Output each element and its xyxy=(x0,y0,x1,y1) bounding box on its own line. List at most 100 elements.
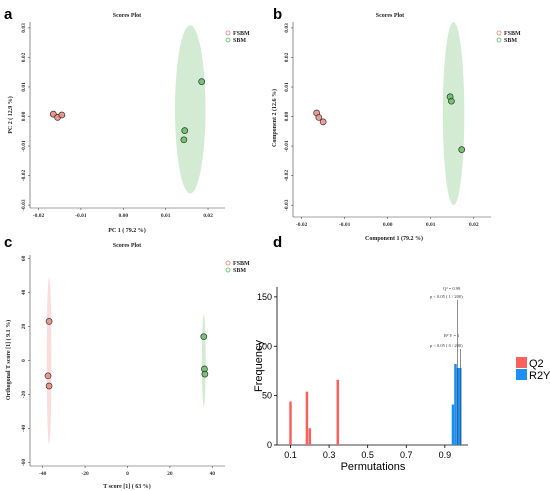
scores-plot-b: Scores Plot -0.02 -0.01 0.00 0.01 0.02 0.03 0… xyxy=(271,13,521,242)
chart-title-b: Scores Plot xyxy=(376,13,404,19)
scores-plot-c: Scores Plot -40 -20 0 20 40 60 40 20 0 -20 -40 -60… xyxy=(5,243,250,490)
y-tick-label: 50 xyxy=(262,391,272,401)
x-axis-label-d: Permutations xyxy=(341,461,406,473)
y-tick-label: 0 xyxy=(21,359,27,362)
bar-q2 xyxy=(289,401,292,445)
y-tick-label: -0.02 xyxy=(284,170,290,182)
y-tick-label: -0.02 xyxy=(21,170,27,182)
x-tick-label: 0 xyxy=(126,471,129,477)
y-tick-label: 0.03 xyxy=(284,23,290,33)
panel-letter-d: d xyxy=(273,234,282,251)
y-tick-label: -0.03 xyxy=(284,199,290,211)
y-tick-label: 0.03 xyxy=(21,23,27,33)
chart-title-c: Scores Plot xyxy=(113,243,141,249)
point-fsbm xyxy=(45,318,53,325)
x-tick-label: 0.5 xyxy=(361,450,374,460)
y-tick-label: 0.02 xyxy=(21,52,27,62)
x-tick-label: 0.01 xyxy=(426,222,436,228)
point-sbm xyxy=(201,370,209,378)
y-axis-label-b: Component 2 (12.6 %) xyxy=(271,89,278,147)
legend-label-q2: Q2 xyxy=(529,358,544,370)
confidence-ellipse-fsbm xyxy=(46,277,52,444)
y-tick-label: 20 xyxy=(21,323,27,329)
x-tick-label: 0.01 xyxy=(161,213,171,219)
bar-r2y xyxy=(456,367,460,445)
x-tick-label: 0.02 xyxy=(469,222,479,228)
legend-swatch-q2 xyxy=(516,357,527,368)
legend-a: FSBM SBM xyxy=(225,30,250,44)
x-axis-label-c: T score [1] ( 63 %) xyxy=(103,483,151,490)
legend-swatch-r2y xyxy=(516,369,527,380)
bar-q2 xyxy=(308,428,312,445)
point-fsbm xyxy=(58,111,66,119)
y-tick-label: -0.03 xyxy=(21,199,27,211)
permutation-histogram-d: 0.1 0.3 0.5 0.7 0.9 0 50 100 150 Q² = 0.99 p < … xyxy=(253,286,550,473)
x-tick-label: 0.1 xyxy=(284,450,297,460)
chart-title-a: Scores Plot xyxy=(113,13,141,19)
x-tick-label: -0.01 xyxy=(75,213,87,219)
point-fsbm xyxy=(44,372,52,380)
x-tick-label: 0.7 xyxy=(400,450,413,460)
scores-plot-a: Scores Plot -0.02 -0.01 0.00 0.01 0.02 0.03 0… xyxy=(7,13,250,234)
x-tick-label: 20 xyxy=(167,471,173,477)
point-sbm xyxy=(200,333,208,341)
bar-r2y xyxy=(451,404,455,445)
y-tick-label: 100 xyxy=(257,341,272,351)
point-sbm xyxy=(181,127,189,134)
bar-q2 xyxy=(336,379,340,445)
legend-d: Q2 R2Y xyxy=(516,357,550,382)
legend-marker-sbm-a xyxy=(225,37,231,43)
y-tick-label: -0.01 xyxy=(21,140,27,152)
x-tick-label: -40 xyxy=(39,471,47,477)
y-tick-label: 0.00 xyxy=(284,111,290,121)
x-tick-label: 40 xyxy=(210,471,216,477)
panel-letter-a: a xyxy=(4,6,13,23)
stat-annotations-d: Q² = 0.99 p < 0.05 ( 1 / 200) R² Y = 1 p… xyxy=(430,286,463,445)
x-tick-label: -0.01 xyxy=(339,222,351,228)
point-sbm xyxy=(448,97,455,105)
y-tick-label: 40 xyxy=(21,289,27,295)
x-tick-label: -0.02 xyxy=(33,213,45,219)
y-axis-label-d: Frequency xyxy=(253,340,265,392)
x-axis-label-b: Component 1 (79.2 %) xyxy=(365,235,423,242)
x-tick-label: -0.02 xyxy=(296,222,308,228)
bar-r2y xyxy=(454,364,457,445)
y-tick-label: 0.02 xyxy=(284,52,290,62)
legend-label-fsbm-b: FSBM xyxy=(504,31,521,37)
x-tick-label: 0.00 xyxy=(118,213,128,219)
y-tick-label: -40 xyxy=(21,425,27,433)
legend-label-sbm-b: SBM xyxy=(504,38,517,44)
panel-letter-b: b xyxy=(273,6,282,23)
y-axis-label-a: PC 2 ( 12.9 %) xyxy=(7,96,14,134)
y-tick-label: 0.01 xyxy=(284,82,290,92)
legend-label-fsbm-c: FSBM xyxy=(233,261,250,267)
point-fsbm xyxy=(45,382,53,390)
x-tick-label: 0.02 xyxy=(203,213,213,219)
x-tick-label: -20 xyxy=(81,471,89,477)
point-fsbm xyxy=(315,114,323,121)
x-tick-label: 0.3 xyxy=(323,450,336,460)
y-tick-label: 150 xyxy=(257,292,272,302)
legend-label-fsbm-a: FSBM xyxy=(233,31,250,37)
point-fsbm xyxy=(319,118,327,126)
point-sbm xyxy=(458,146,466,153)
y-tick-label: 60 xyxy=(21,255,27,261)
legend-marker-sbm-b xyxy=(496,37,502,43)
r2y-value-label: R² Y = 1 xyxy=(444,333,459,338)
panel-letter-c: c xyxy=(4,234,12,251)
x-axis-label-a: PC 1 ( 79.2 %) xyxy=(108,227,146,234)
legend-label-r2y: R2Y xyxy=(529,370,550,382)
legend-marker-fsbm-b xyxy=(496,30,502,36)
x-tick-label: 0.9 xyxy=(439,450,452,460)
bar-r2y xyxy=(459,367,462,445)
y-axis-label-c: Orthogonal T score [1] ( 9.1 %) xyxy=(5,320,12,400)
bar-q2 xyxy=(305,391,309,445)
y-tick-label: 0.00 xyxy=(21,111,27,121)
y-tick-label: 0.01 xyxy=(21,82,27,92)
y-tick-label: -0.01 xyxy=(284,140,290,152)
point-sbm xyxy=(180,136,188,144)
r2y-p-label: p < 0.05 ( 0 / 200) xyxy=(430,343,463,348)
legend-label-sbm-c: SBM xyxy=(233,268,246,274)
q2-p-label: p < 0.05 ( 1 / 200) xyxy=(430,294,463,299)
